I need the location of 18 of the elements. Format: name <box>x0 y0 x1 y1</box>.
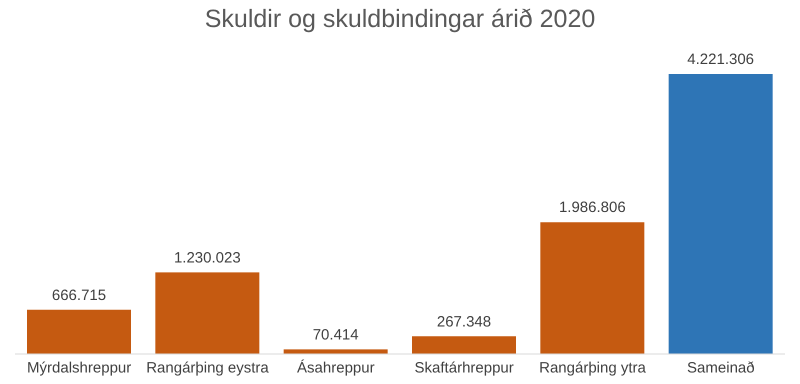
chart-title: Skuldir og skuldbindingar árið 2020 <box>204 4 596 35</box>
data-label: 666.715 <box>52 286 106 304</box>
bar <box>27 310 131 354</box>
x-tick-label: Ásahreppur <box>297 358 375 377</box>
bar <box>412 336 516 354</box>
x-tick-label: Skaftárhreppur <box>414 360 514 377</box>
data-label: 1.230.023 <box>174 249 241 266</box>
data-label: 267.348 <box>436 313 492 330</box>
x-tick-label: Mýrdalshreppur <box>27 360 132 377</box>
x-tick-label: Rangárþing ytra <box>539 360 647 377</box>
bar <box>155 272 260 354</box>
data-label: 1.986.806 <box>558 199 626 216</box>
bar <box>668 74 773 354</box>
x-tick-label: Rangárþing eystra <box>146 360 270 377</box>
x-tick-label: Sameinað <box>687 360 755 377</box>
data-label: 70.414 <box>312 326 359 344</box>
bar <box>540 222 644 354</box>
data-label: 4.221.306 <box>687 51 754 68</box>
